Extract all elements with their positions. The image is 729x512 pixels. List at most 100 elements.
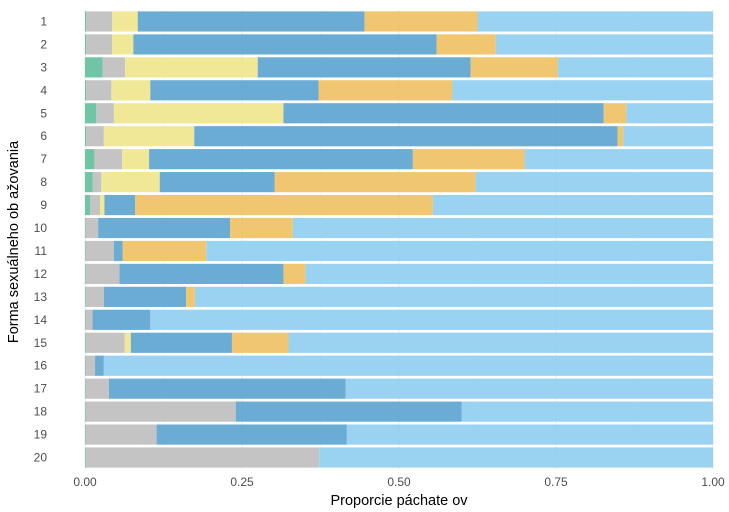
- bar-segment: [85, 240, 114, 262]
- y-tick-label: 4: [40, 83, 47, 97]
- bar-segment: [156, 424, 347, 445]
- y-tick-label: 1: [40, 14, 47, 28]
- y-tick-label: 9: [40, 198, 47, 212]
- bar-segment: [283, 263, 306, 285]
- bar-segment: [85, 240, 86, 262]
- bar-segment: [432, 194, 713, 216]
- y-tick-label: 3: [40, 60, 47, 74]
- bar-segment: [122, 149, 150, 170]
- y-tick-label: 11: [35, 244, 48, 258]
- bar-segment: [603, 103, 627, 124]
- bar-segment: [86, 80, 112, 101]
- bar-segment: [85, 286, 104, 307]
- bar-segment: [86, 11, 113, 32]
- bar-segment: [86, 126, 104, 147]
- bar-segment: [113, 103, 284, 124]
- y-tick-label: 5: [40, 106, 47, 120]
- bar-segment: [85, 447, 320, 468]
- bar-segment: [194, 126, 618, 147]
- bar-segment: [274, 172, 476, 193]
- bar-segment: [85, 194, 91, 216]
- y-tick-label: 19: [34, 428, 48, 442]
- bar-segment: [104, 194, 136, 216]
- bar-segment: [524, 149, 713, 170]
- bar-segment: [103, 126, 195, 147]
- bar-segment: [288, 332, 713, 353]
- y-tick-label: 14: [34, 313, 48, 327]
- bar-segment: [85, 11, 87, 32]
- bar-segment: [108, 378, 346, 399]
- bar-segment: [86, 34, 113, 55]
- bar-segment: [103, 355, 714, 376]
- y-axis-title: Forma sexuálneho ob ažovania: [6, 140, 22, 343]
- bar-segment: [318, 80, 453, 101]
- bar-segment: [85, 263, 120, 285]
- bar-segment: [135, 194, 433, 216]
- bar-segment: [85, 263, 86, 285]
- bar-segment: [85, 217, 86, 239]
- bar-segment: [124, 332, 131, 353]
- bar-segment: [319, 447, 713, 468]
- bar-segment: [85, 378, 109, 399]
- bar-segment: [113, 240, 123, 262]
- bar-segment: [292, 217, 713, 239]
- bar-segment: [149, 149, 413, 170]
- bar-segment: [85, 401, 236, 422]
- bar-segment: [90, 194, 101, 216]
- bar-segment: [85, 57, 103, 78]
- bars: [85, 11, 714, 468]
- bar-segment: [85, 80, 87, 101]
- y-tick-label: 13: [34, 290, 48, 304]
- bar-segment: [98, 217, 231, 239]
- x-axis-title: Proporcie páchate ov: [330, 493, 468, 509]
- x-tick-labels: 0.00 0.25 0.50 0.75 1.00: [73, 475, 725, 489]
- bar-segment: [85, 126, 87, 147]
- x-tick-label: 0.75: [544, 475, 568, 489]
- bar-segment: [623, 126, 713, 147]
- bar-segment: [92, 172, 102, 193]
- bar-segment: [85, 172, 93, 193]
- bar-segment: [85, 309, 86, 330]
- bar-segment: [235, 401, 462, 422]
- bar-segment: [85, 217, 99, 239]
- y-tick-label: 7: [40, 152, 47, 166]
- bar-segment: [617, 126, 624, 147]
- bar-segment: [495, 34, 713, 55]
- bar-segment: [85, 447, 86, 468]
- y-tick-label: 16: [34, 359, 48, 373]
- bar-segment: [150, 309, 713, 330]
- bar-segment: [186, 286, 195, 307]
- bar-segment: [150, 80, 319, 101]
- bar-segment: [470, 57, 558, 78]
- bar-segment: [95, 355, 104, 376]
- y-tick-label: 2: [40, 37, 47, 51]
- bar-segment: [125, 57, 258, 78]
- bar-segment: [85, 424, 157, 445]
- y-tick-label: 15: [34, 336, 48, 350]
- bar-segment: [94, 149, 123, 170]
- bar-segment: [133, 34, 437, 55]
- x-tick-label: 0.25: [230, 475, 254, 489]
- bar-segment: [626, 103, 713, 124]
- bar-segment: [85, 332, 86, 353]
- bar-segment: [85, 149, 95, 170]
- bar-segment: [85, 401, 86, 422]
- bar-segment: [159, 172, 275, 193]
- bar-segment: [412, 149, 525, 170]
- y-tick-label: 6: [40, 129, 47, 143]
- bar-segment: [96, 103, 114, 124]
- bar-segment: [85, 103, 97, 124]
- bar-segment: [206, 240, 714, 262]
- bar-segment: [122, 240, 207, 262]
- bar-segment: [100, 194, 105, 216]
- x-tick-label: 1.00: [701, 475, 725, 489]
- bar-segment: [111, 80, 151, 101]
- bar-segment: [231, 332, 289, 353]
- bar-segment: [364, 11, 478, 32]
- bar-segment: [112, 11, 138, 32]
- bar-segment: [283, 103, 604, 124]
- bar-segment: [85, 34, 87, 55]
- x-tick-label: 0.50: [387, 475, 411, 489]
